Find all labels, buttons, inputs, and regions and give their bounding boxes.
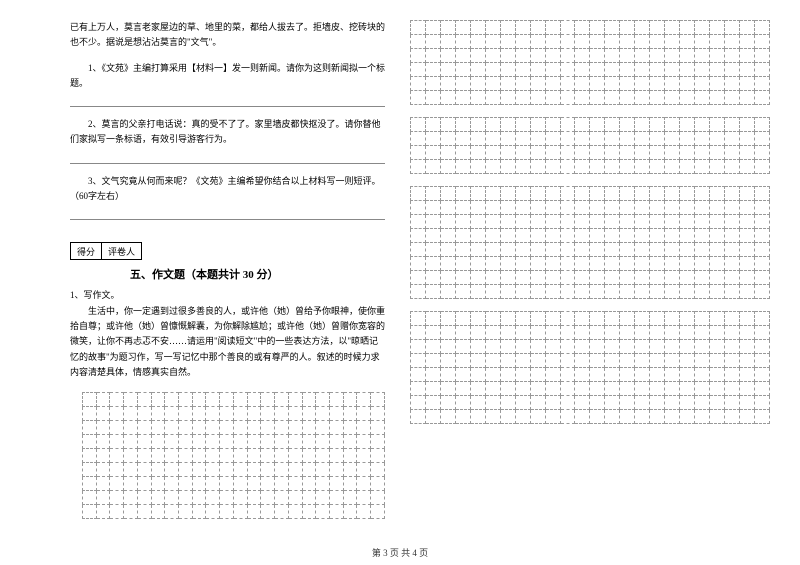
answer-line xyxy=(70,93,385,107)
writing-grid-r4 xyxy=(410,311,770,424)
essay-prompt-2: 生活中，你一定遇到过很多善良的人，或许他（她）曾给予你眼神，使你重拾自尊；或许他… xyxy=(70,304,385,380)
writing-grid-r2 xyxy=(410,117,770,174)
score-box: 得分 评卷人 xyxy=(70,242,385,260)
question-2: 2、莫言的父亲打电话说：真的受不了了。家里墙皮都快抠没了。请你替他们家拟写一条标… xyxy=(70,117,385,148)
grader-label: 评卷人 xyxy=(102,242,142,260)
essay-prompt-1: 1、写作文。 xyxy=(70,288,385,303)
section-title: 五、作文题（本题共计 30 分） xyxy=(130,266,385,282)
writing-grid-r1 xyxy=(410,20,770,105)
answer-line xyxy=(70,206,385,220)
score-label: 得分 xyxy=(70,242,102,260)
writing-grid-r3 xyxy=(410,186,770,299)
question-3: 3、文气究竟从何而来呢？《文苑》主编希望你结合以上材料写一则短评。（60字左右） xyxy=(70,174,385,205)
passage-text: 已有上万人，莫言老家屋边的草、地里的菜，都给人拔去了。拒墙皮、挖砖块的也不少。据… xyxy=(70,20,385,51)
page-footer: 第 3 页 共 4 页 xyxy=(0,546,800,559)
question-1: 1、《文苑》主编打算采用【材料一】发一则新闻。请你为这则新闻拟一个标题。 xyxy=(70,61,385,92)
writing-grid-left xyxy=(82,392,385,519)
answer-line xyxy=(70,150,385,164)
